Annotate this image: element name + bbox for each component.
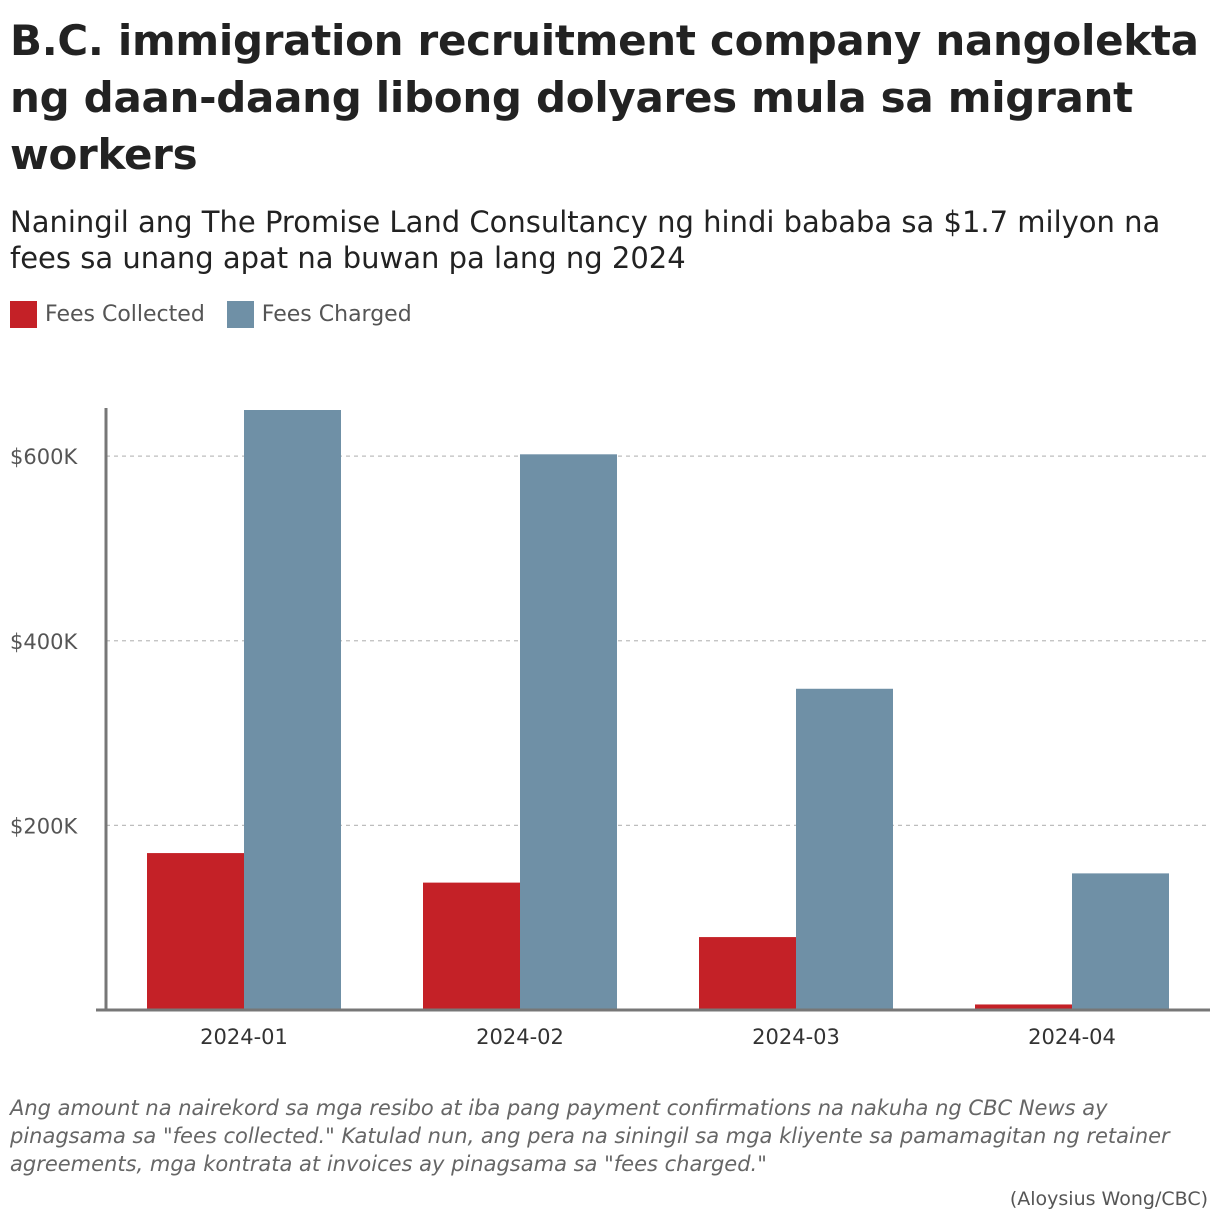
chart-subtitle: Naningil ang The Promise Land Consultanc…: [10, 205, 1161, 275]
bar-chart: $200K $400K $600K 2024-01 2024-02 2024-03 2024…: [10, 408, 1210, 1049]
bar: [699, 937, 796, 1010]
y-tick-label: $600K: [10, 445, 78, 469]
chart-title: B.C. immigration recruitment company nan…: [10, 16, 1199, 179]
bar: [423, 882, 520, 1010]
bar: [975, 1004, 1072, 1010]
legend-label-fees-collected: Fees Collected: [45, 302, 205, 327]
y-tick-label: $200K: [10, 814, 78, 838]
x-tick-label: 2024-01: [200, 1025, 288, 1049]
legend-swatch-fees-charged: [226, 301, 254, 328]
legend-item-fees-collected: Fees Collected: [10, 301, 205, 328]
x-tick-label: 2024-04: [1028, 1025, 1116, 1049]
legend-label-fees-charged: Fees Charged: [261, 302, 412, 327]
bar: [1072, 873, 1169, 1010]
chart-source: (Aloysius Wong/CBC): [1009, 1188, 1208, 1210]
bar: [147, 853, 244, 1010]
x-tick-label: 2024-03: [752, 1025, 840, 1049]
y-tick-label: $400K: [10, 630, 78, 654]
bar: [244, 410, 341, 1010]
bar: [796, 688, 893, 1010]
legend: Fees Collected Fees Charged: [10, 301, 434, 328]
legend-item-fees-charged: Fees Charged: [226, 301, 412, 328]
x-tick-label: 2024-02: [476, 1025, 564, 1049]
bar: [520, 454, 617, 1010]
legend-swatch-fees-collected: [10, 301, 37, 328]
chart-note: Ang amount na nairekord sa mga resibo at…: [10, 1096, 1170, 1176]
